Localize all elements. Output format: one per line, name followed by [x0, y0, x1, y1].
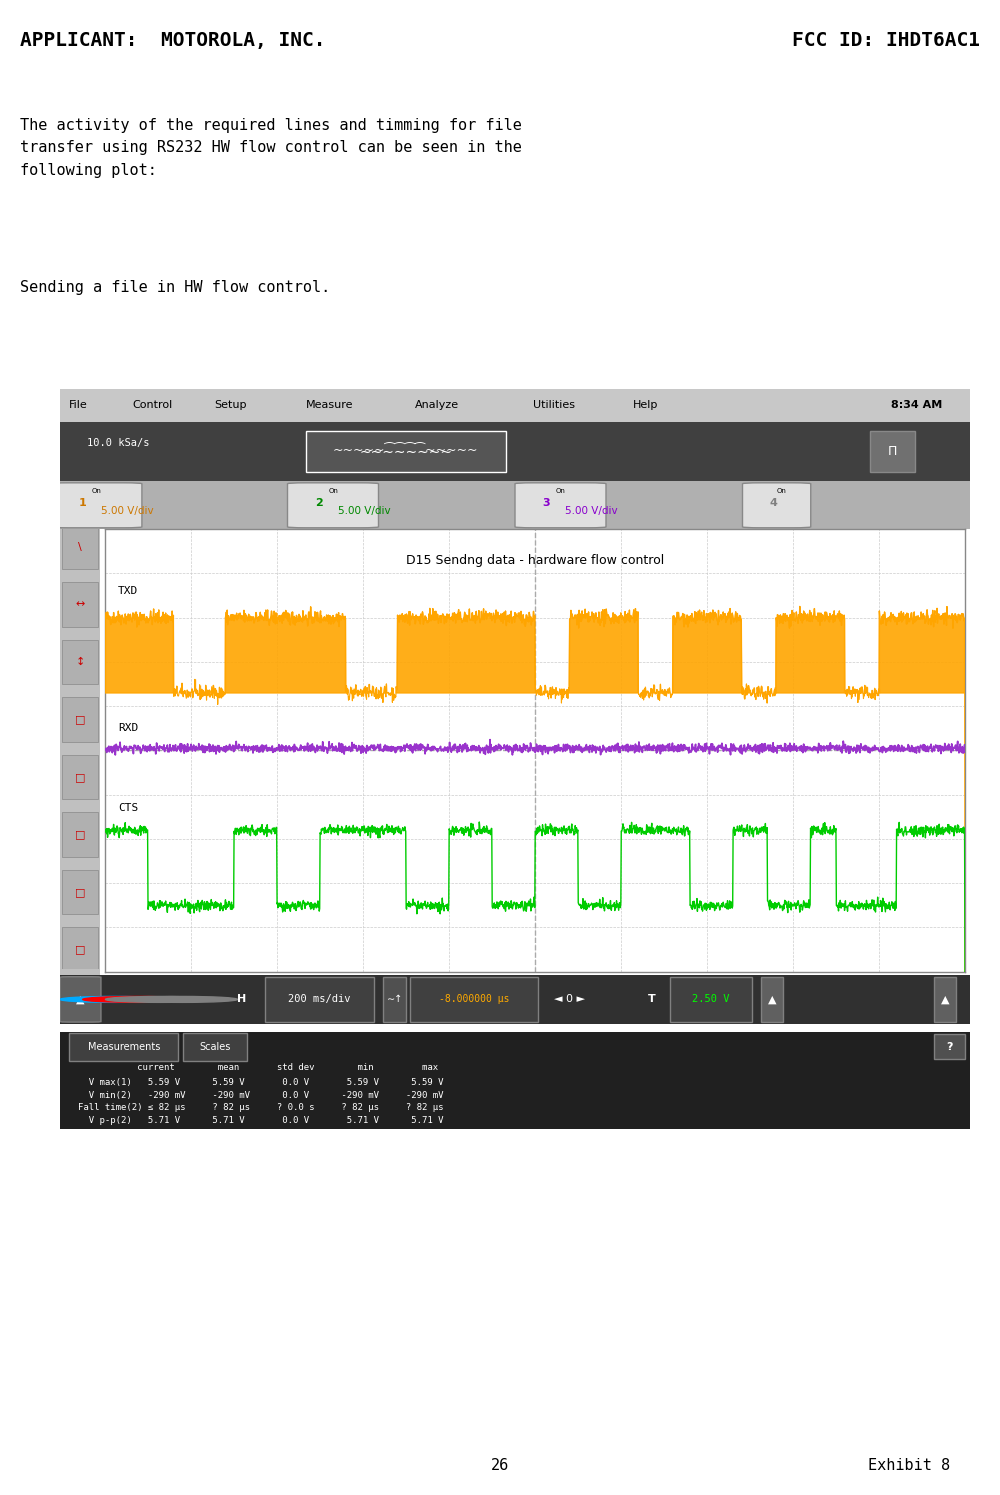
Circle shape — [106, 997, 215, 1002]
Bar — [62, 812, 98, 857]
Text: 26: 26 — [491, 1458, 509, 1473]
Bar — [62, 583, 98, 626]
Text: Scales: Scales — [199, 1042, 230, 1052]
Text: 2: 2 — [315, 498, 323, 508]
Text: The activity of the required lines and timming for file
transfer using RS232 HW : The activity of the required lines and t… — [20, 118, 522, 178]
FancyBboxPatch shape — [870, 431, 915, 472]
Bar — [62, 755, 98, 800]
Text: On: On — [777, 487, 787, 493]
Text: 3: 3 — [542, 498, 550, 508]
FancyBboxPatch shape — [288, 483, 378, 528]
Text: □: □ — [75, 715, 85, 725]
Text: □: □ — [75, 887, 85, 897]
Text: □: □ — [75, 771, 85, 782]
FancyBboxPatch shape — [410, 978, 538, 1021]
Text: CTS: CTS — [118, 803, 138, 813]
Text: H: H — [237, 994, 247, 1005]
Bar — [62, 927, 98, 972]
Bar — [62, 525, 98, 570]
FancyBboxPatch shape — [515, 483, 606, 528]
Text: ◄ 0 ►: ◄ 0 ► — [554, 994, 585, 1005]
Circle shape — [83, 997, 192, 1002]
FancyBboxPatch shape — [670, 978, 752, 1021]
Text: 4: 4 — [770, 498, 778, 508]
Text: ∼∼∼∼∼∼∼∼: ∼∼∼∼∼∼∼∼ — [359, 444, 452, 459]
Text: TXD: TXD — [118, 586, 138, 597]
Text: current        mean       std dev        min         max: current mean std dev min max — [78, 1063, 438, 1072]
Text: On: On — [556, 487, 566, 493]
FancyBboxPatch shape — [183, 1033, 247, 1061]
FancyBboxPatch shape — [742, 483, 811, 528]
Circle shape — [60, 997, 169, 1002]
Text: Utilities: Utilities — [533, 401, 575, 410]
Text: 1: 1 — [78, 498, 86, 508]
FancyBboxPatch shape — [60, 976, 101, 1023]
Text: 2.50 V: 2.50 V — [692, 994, 729, 1005]
Text: Measure: Measure — [306, 401, 353, 410]
Text: RXD: RXD — [118, 724, 138, 734]
Text: 200 ms/div: 200 ms/div — [288, 994, 351, 1005]
Bar — [62, 697, 98, 742]
Text: ?: ? — [947, 1042, 953, 1051]
Text: ∼↑: ∼↑ — [387, 994, 403, 1005]
Text: V max(1)   5.59 V      5.59 V       0.0 V       5.59 V      5.59 V: V max(1) 5.59 V 5.59 V 0.0 V 5.59 V 5.59… — [78, 1078, 444, 1087]
Text: File: File — [69, 401, 88, 410]
Text: APPLICANT:  MOTOROLA, INC.: APPLICANT: MOTOROLA, INC. — [20, 31, 326, 51]
Text: 5.00 V/div: 5.00 V/div — [565, 505, 618, 516]
Text: Analyze: Analyze — [415, 401, 459, 410]
Text: Measurements: Measurements — [88, 1042, 160, 1052]
FancyBboxPatch shape — [265, 978, 374, 1021]
Circle shape — [128, 997, 237, 1002]
Bar — [62, 640, 98, 685]
Text: 5.00 V/div: 5.00 V/div — [338, 505, 390, 516]
Text: ▲: ▲ — [76, 994, 84, 1005]
Text: Sending a file in HW flow control.: Sending a file in HW flow control. — [20, 280, 330, 295]
Text: D15 Sendng data - hardware flow control: D15 Sendng data - hardware flow control — [406, 553, 664, 567]
Text: T: T — [648, 994, 655, 1005]
Text: -8.000000 μs: -8.000000 μs — [439, 994, 509, 1005]
Bar — [62, 870, 98, 915]
Text: 8:34 AM: 8:34 AM — [891, 401, 943, 410]
Text: Exhibit 8: Exhibit 8 — [868, 1458, 950, 1473]
Text: ↕: ↕ — [75, 656, 85, 667]
Text: Help: Help — [633, 401, 659, 410]
FancyBboxPatch shape — [934, 1035, 965, 1058]
Text: On: On — [92, 487, 102, 493]
Text: ▲: ▲ — [768, 994, 777, 1005]
FancyBboxPatch shape — [761, 978, 783, 1021]
Text: FCC ID: IHDT6AC1: FCC ID: IHDT6AC1 — [792, 31, 980, 51]
FancyBboxPatch shape — [383, 978, 406, 1021]
Text: ▲: ▲ — [941, 994, 950, 1005]
Text: ~~~~~⁀⁀⁀⁀~~~~~: ~~~~~⁀⁀⁀⁀~~~~~ — [333, 446, 479, 457]
Text: On: On — [328, 487, 338, 493]
FancyBboxPatch shape — [69, 1033, 178, 1061]
Text: V min(2)   -290 mV     -290 mV      0.0 V      -290 mV     -290 mV: V min(2) -290 mV -290 mV 0.0 V -290 mV -… — [78, 1090, 444, 1100]
Text: 5.00 V/div: 5.00 V/div — [101, 505, 154, 516]
Text: (1of2): (1of2) — [69, 993, 91, 1002]
Text: Control: Control — [133, 401, 173, 410]
Text: Π: Π — [888, 446, 897, 457]
FancyBboxPatch shape — [306, 431, 506, 472]
Text: Setup: Setup — [215, 401, 247, 410]
Text: \: \ — [78, 541, 82, 552]
Text: ↔: ↔ — [75, 599, 85, 610]
Text: Fall time(2) ≤ 82 μs     ? 82 μs     ? 0.0 s     ? 82 μs     ? 82 μs: Fall time(2) ≤ 82 μs ? 82 μs ? 0.0 s ? 8… — [78, 1103, 444, 1112]
Text: 10.0 kSa/s: 10.0 kSa/s — [87, 438, 150, 447]
Text: V p-p(2)   5.71 V      5.71 V       0.0 V       5.71 V      5.71 V: V p-p(2) 5.71 V 5.71 V 0.0 V 5.71 V 5.71… — [78, 1115, 444, 1124]
Text: □: □ — [75, 945, 85, 955]
FancyBboxPatch shape — [51, 483, 142, 528]
Text: □: □ — [75, 830, 85, 840]
Text: More: More — [70, 979, 90, 988]
FancyBboxPatch shape — [934, 978, 956, 1021]
